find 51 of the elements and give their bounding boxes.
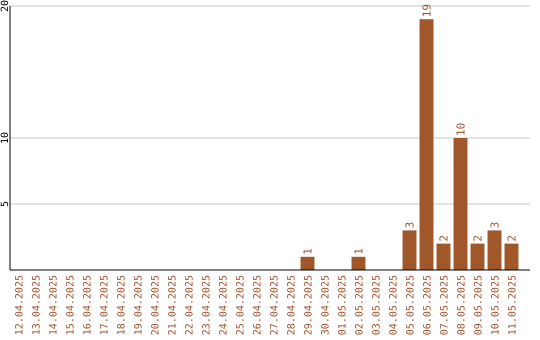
x-tick-label: 21.04.2025: [168, 275, 178, 336]
x-tick-label: 22.04.2025: [184, 275, 196, 336]
x-tick-label: 27.04.2025: [270, 275, 280, 336]
x-tick-label: 24.04.2025: [218, 275, 230, 336]
x-tick-label: 30.04.2025: [320, 275, 332, 336]
x-tick-label: 23.04.2025: [202, 275, 212, 336]
bar: [352, 256, 366, 270]
x-tick-label: 16.04.2025: [82, 275, 94, 336]
x-tick-label: 11.05.2025: [508, 275, 518, 336]
x-tick-label: 08.05.2025: [456, 275, 468, 336]
data-label: 1: [352, 248, 366, 255]
x-tick-label: 10.05.2025: [490, 275, 502, 336]
data-label: 2: [472, 234, 484, 242]
data-label: 10: [454, 122, 468, 136]
y-tick-label: 10: [0, 132, 11, 144]
bar: [470, 244, 484, 270]
x-tick-label: 03.05.2025: [372, 275, 382, 336]
x-tick-label: 17.04.2025: [100, 275, 110, 336]
y-tick-label: 5: [0, 200, 11, 208]
bar: [504, 244, 518, 270]
x-tick-label: 14.04.2025: [48, 275, 60, 336]
bar: [402, 230, 416, 270]
x-tick-label: 05.05.2025: [406, 275, 416, 336]
x-tick-label: 28.04.2025: [286, 275, 298, 336]
x-tick-label: 04.05.2025: [388, 275, 400, 336]
x-tick-label: 02.05.2025: [354, 275, 366, 336]
x-tick-label: 15.04.2025: [66, 275, 76, 336]
bar: [436, 244, 450, 270]
x-tick-label: 26.04.2025: [252, 275, 264, 336]
y-tick-label: 20: [0, 0, 11, 12]
x-tick-label: 12.04.2025: [14, 275, 26, 336]
bar: [420, 19, 434, 270]
data-label: 3: [404, 222, 416, 228]
x-tick-label: 19.04.2025: [134, 275, 144, 336]
bar: [488, 230, 502, 270]
bar: [300, 256, 314, 270]
x-tick-label: 13.04.2025: [32, 275, 42, 336]
data-label: 2: [438, 234, 450, 242]
bar: [454, 138, 468, 270]
data-label: 2: [506, 234, 518, 242]
x-tick-label: 07.05.2025: [440, 275, 450, 336]
x-tick-label: 01.05.2025: [338, 275, 348, 336]
x-tick-label: 18.04.2025: [116, 275, 128, 336]
x-tick-label: 25.04.2025: [236, 275, 246, 336]
x-tick-label: 20.04.2025: [150, 275, 162, 336]
x-tick-label: 06.05.2025: [422, 275, 434, 336]
x-tick-label: 09.05.2025: [474, 275, 484, 336]
data-label: 3: [488, 222, 502, 228]
x-tick-label: 29.04.2025: [304, 275, 314, 336]
data-label: 19: [420, 4, 434, 18]
data-label: 1: [302, 248, 314, 255]
